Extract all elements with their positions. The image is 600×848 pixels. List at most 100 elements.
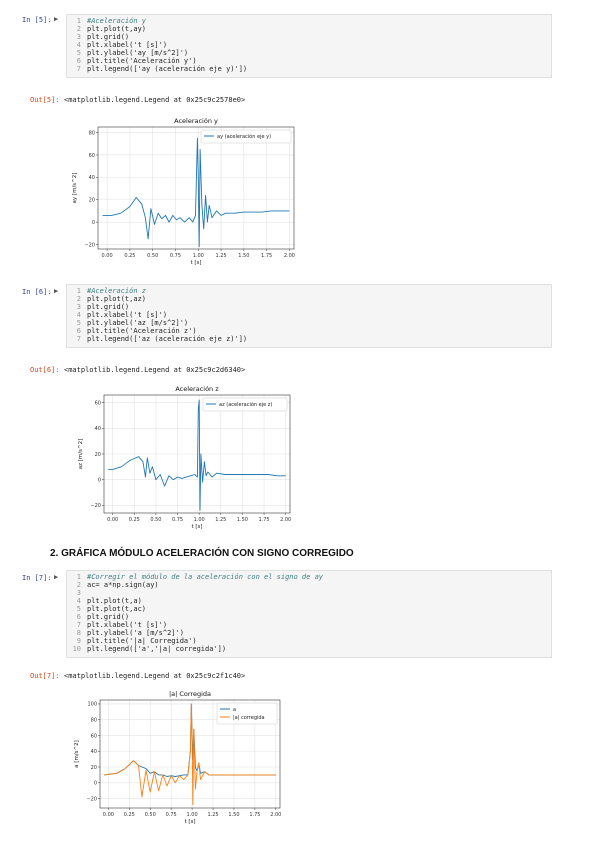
x-tick-label: 0.50 — [145, 812, 156, 818]
in-prompt: In [6]: — [22, 288, 52, 296]
y-tick-label: −20 — [90, 503, 101, 509]
y-tick-label: 20 — [89, 198, 95, 204]
code-line: plt.ylabel('ay [m/s^2]') — [87, 49, 189, 57]
chart-title: |a| Corregida — [169, 690, 211, 698]
x-tick-label: 1.00 — [193, 253, 204, 259]
code-line: plt.title('Aceleración z') — [87, 327, 197, 335]
x-tick-label: 1.75 — [258, 517, 269, 523]
x-tick-label: 1.50 — [228, 812, 239, 818]
code-line: ac= a*np.sign(ay) — [87, 581, 159, 589]
run-cell-icon[interactable]: ▶ — [54, 15, 59, 23]
y-tick-label: 80 — [89, 130, 95, 136]
code-line: plt.xlabel('t [s]') — [87, 621, 168, 629]
y-tick-label: 60 — [91, 733, 97, 739]
x-tick-label: 1.00 — [194, 517, 205, 523]
legend-box — [202, 397, 288, 412]
x-tick-label: 1.25 — [207, 812, 218, 818]
y-tick-label: 60 — [89, 153, 95, 159]
legend-box — [216, 702, 278, 725]
code-line: plt.plot(t,a) — [87, 597, 142, 605]
chart-a-corregida: |a| Corregida 0.00 0.25 0.50 0.75 1.00 1.25 1.5… — [74, 690, 281, 825]
x-tick-label: 0.75 — [172, 517, 183, 523]
code-line: plt.plot(t,az) — [87, 295, 147, 303]
out-prompt: Out[7]: — [30, 672, 60, 680]
legend-entry: a — [233, 707, 236, 713]
x-tick-label: 0.75 — [170, 253, 181, 259]
legend-box — [200, 129, 292, 144]
output-text: <matplotlib.legend.Legend at 0x25c9c2d63… — [64, 366, 246, 374]
out-prompt: Out[5]: — [30, 96, 60, 104]
y-tick-label: 60 — [95, 400, 101, 406]
code-line: plt.grid() — [87, 303, 130, 311]
x-tick-label: 1.50 — [237, 517, 248, 523]
chart-title: Aceleración z — [175, 385, 219, 393]
y-tick-label: 0 — [98, 477, 101, 483]
code-line: plt.xlabel('t [s]') — [87, 311, 168, 319]
x-tick-label: 1.50 — [238, 253, 249, 259]
x-tick-label: 1.25 — [215, 253, 226, 259]
x-axis-label: t [s] — [190, 260, 201, 266]
run-cell-icon[interactable]: ▶ — [54, 287, 59, 295]
chart-title: Aceleración y — [174, 117, 218, 125]
plot-frame — [99, 699, 281, 809]
x-tick-label: 2.00 — [280, 517, 291, 523]
x-tick-label: 1.75 — [249, 812, 260, 818]
run-cell-icon[interactable]: ▶ — [54, 573, 59, 581]
code-line: plt.legend(['az (aceleración eje z)']) — [87, 335, 248, 343]
code-line: plt.legend(['a','|a| corregida']) — [87, 645, 227, 653]
in-prompt: In [5]: — [22, 16, 52, 24]
x-tick-label: 1.75 — [261, 253, 272, 259]
series-line — [104, 703, 276, 806]
code-editor[interactable]: 1 #Aceleración z 2 plt.plot(t,az) 3 plt.gri… — [66, 284, 552, 348]
code-line: #Corregir el módulo de la aceleración co… — [87, 573, 324, 581]
section-heading: 2. GRÁFICA MÓDULO ACELERACIÓN CON SIGNO … — [50, 548, 354, 559]
code-line: plt.xlabel('t [s]') — [87, 41, 168, 49]
out-prompt: Out[6]: — [30, 366, 60, 374]
y-axis-label: az [m/s^2] — [78, 439, 84, 469]
x-axis-label: t [s] — [191, 524, 202, 530]
y-tick-label: 0 — [92, 220, 95, 226]
code-line: plt.title('|a| Corregida') — [87, 637, 197, 645]
y-axis-label: a [m/s^2] — [74, 740, 80, 768]
code-line: plt.plot(t,ay) — [87, 25, 147, 33]
x-tick-label: 1.00 — [187, 812, 198, 818]
code-editor[interactable]: 1 #Aceleración y 2 plt.plot(t,ay) 3 plt.gri… — [66, 14, 552, 78]
x-tick-label: 0.50 — [147, 253, 158, 259]
series-line — [102, 137, 290, 248]
y-tick-label: 80 — [91, 718, 97, 724]
code-line: #Aceleración y — [87, 17, 147, 25]
y-tick-label: −20 — [84, 242, 95, 248]
legend-entry: |a| corregida — [233, 715, 265, 721]
x-tick-label: 0.00 — [102, 253, 113, 259]
y-tick-label: 40 — [91, 749, 97, 755]
code-line: plt.plot(t,ac) — [87, 605, 147, 613]
x-tick-label: 1.25 — [215, 517, 226, 523]
output-text: <matplotlib.legend.Legend at 0x25c9c2578… — [64, 96, 246, 104]
code-line: plt.title('Aceleración y') — [87, 57, 197, 65]
code-editor[interactable]: 1 #Corregir el módulo de la aceleración c… — [66, 570, 552, 658]
code-line: plt.legend(['ay (aceleración eje y)']) — [87, 65, 248, 73]
y-axis-label: ay [m/s^2] — [72, 173, 78, 204]
y-tick-label: −20 — [86, 796, 97, 802]
plot-frame — [103, 394, 291, 514]
code-line: plt.ylabel('a [m/s^2]') — [87, 629, 184, 637]
y-tick-label: 100 — [87, 702, 97, 708]
legend-entry: ay (aceleración eje y) — [217, 133, 271, 140]
plot-frame — [97, 126, 295, 250]
x-tick-label: 0.75 — [166, 812, 177, 818]
chart-aceleracion-y: Aceleración y 0.00 0.25 0.50 0.75 1.00 1.25 1.5… — [72, 117, 295, 266]
series-line — [108, 399, 286, 511]
x-tick-label: 0.25 — [124, 812, 135, 818]
chart-aceleracion-z: Aceleración z 0.00 0.25 0.50 0.75 1.00 1.25 1.5… — [78, 385, 291, 530]
x-tick-label: 2.00 — [270, 812, 281, 818]
x-tick-label: 0.00 — [107, 517, 118, 523]
output-text: <matplotlib.legend.Legend at 0x25c9c2f1c… — [64, 672, 246, 680]
code-line: plt.grid() — [87, 33, 130, 41]
y-tick-label: 40 — [89, 175, 95, 181]
x-tick-label: 0.00 — [103, 812, 114, 818]
code-line: #Aceleración z — [87, 287, 147, 295]
in-prompt: In [7]: — [22, 574, 52, 582]
code-line: plt.ylabel('az [m/s^2]') — [87, 319, 189, 327]
x-tick-label: 0.50 — [150, 517, 161, 523]
x-axis-label: t [s] — [184, 819, 195, 825]
